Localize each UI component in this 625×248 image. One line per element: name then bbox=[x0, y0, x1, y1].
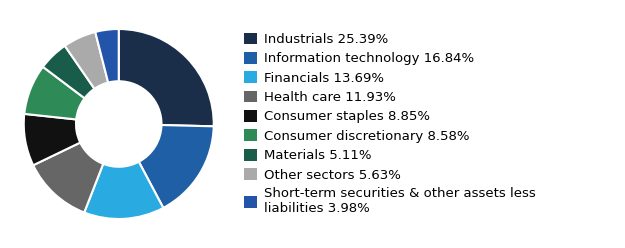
Wedge shape bbox=[84, 162, 163, 219]
Legend: Industrials 25.39%, Information technology 16.84%, Financials 13.69%, Health car: Industrials 25.39%, Information technolo… bbox=[244, 32, 536, 216]
Wedge shape bbox=[33, 143, 103, 213]
Wedge shape bbox=[95, 29, 119, 83]
Wedge shape bbox=[24, 67, 84, 120]
Wedge shape bbox=[43, 46, 94, 98]
Wedge shape bbox=[65, 32, 108, 89]
Wedge shape bbox=[139, 125, 214, 208]
Wedge shape bbox=[119, 29, 214, 126]
Wedge shape bbox=[24, 114, 80, 165]
